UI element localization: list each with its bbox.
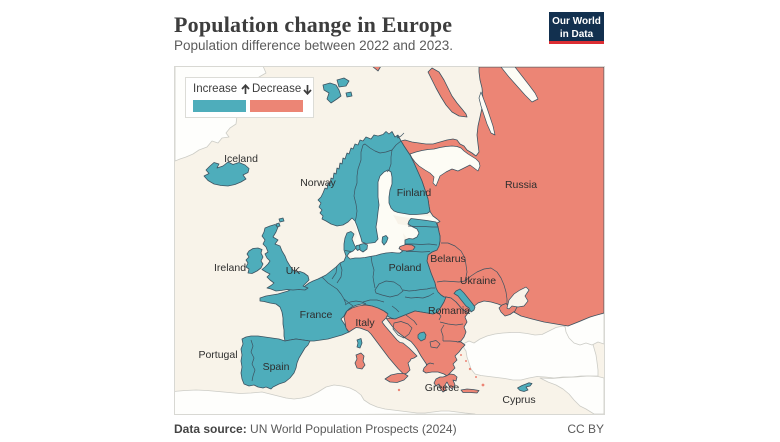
svg-text:UK: UK [286,265,301,277]
svg-text:Poland: Poland [389,262,422,274]
svg-text:Ukraine: Ukraine [460,275,496,287]
svg-text:Greece: Greece [425,382,460,394]
svg-text:France: France [300,309,333,321]
svg-text:Belarus: Belarus [430,253,466,265]
svg-text:Cyprus: Cyprus [502,394,535,406]
svg-text:Romania: Romania [428,305,470,317]
svg-text:Norway: Norway [300,177,336,189]
svg-text:Finland: Finland [397,187,432,199]
svg-text:Ireland: Ireland [214,262,246,274]
svg-text:Russia: Russia [505,179,537,191]
svg-text:Spain: Spain [263,361,290,373]
svg-text:Iceland: Iceland [224,153,258,165]
svg-text:Italy: Italy [355,317,375,329]
svg-text:Portugal: Portugal [198,349,237,361]
